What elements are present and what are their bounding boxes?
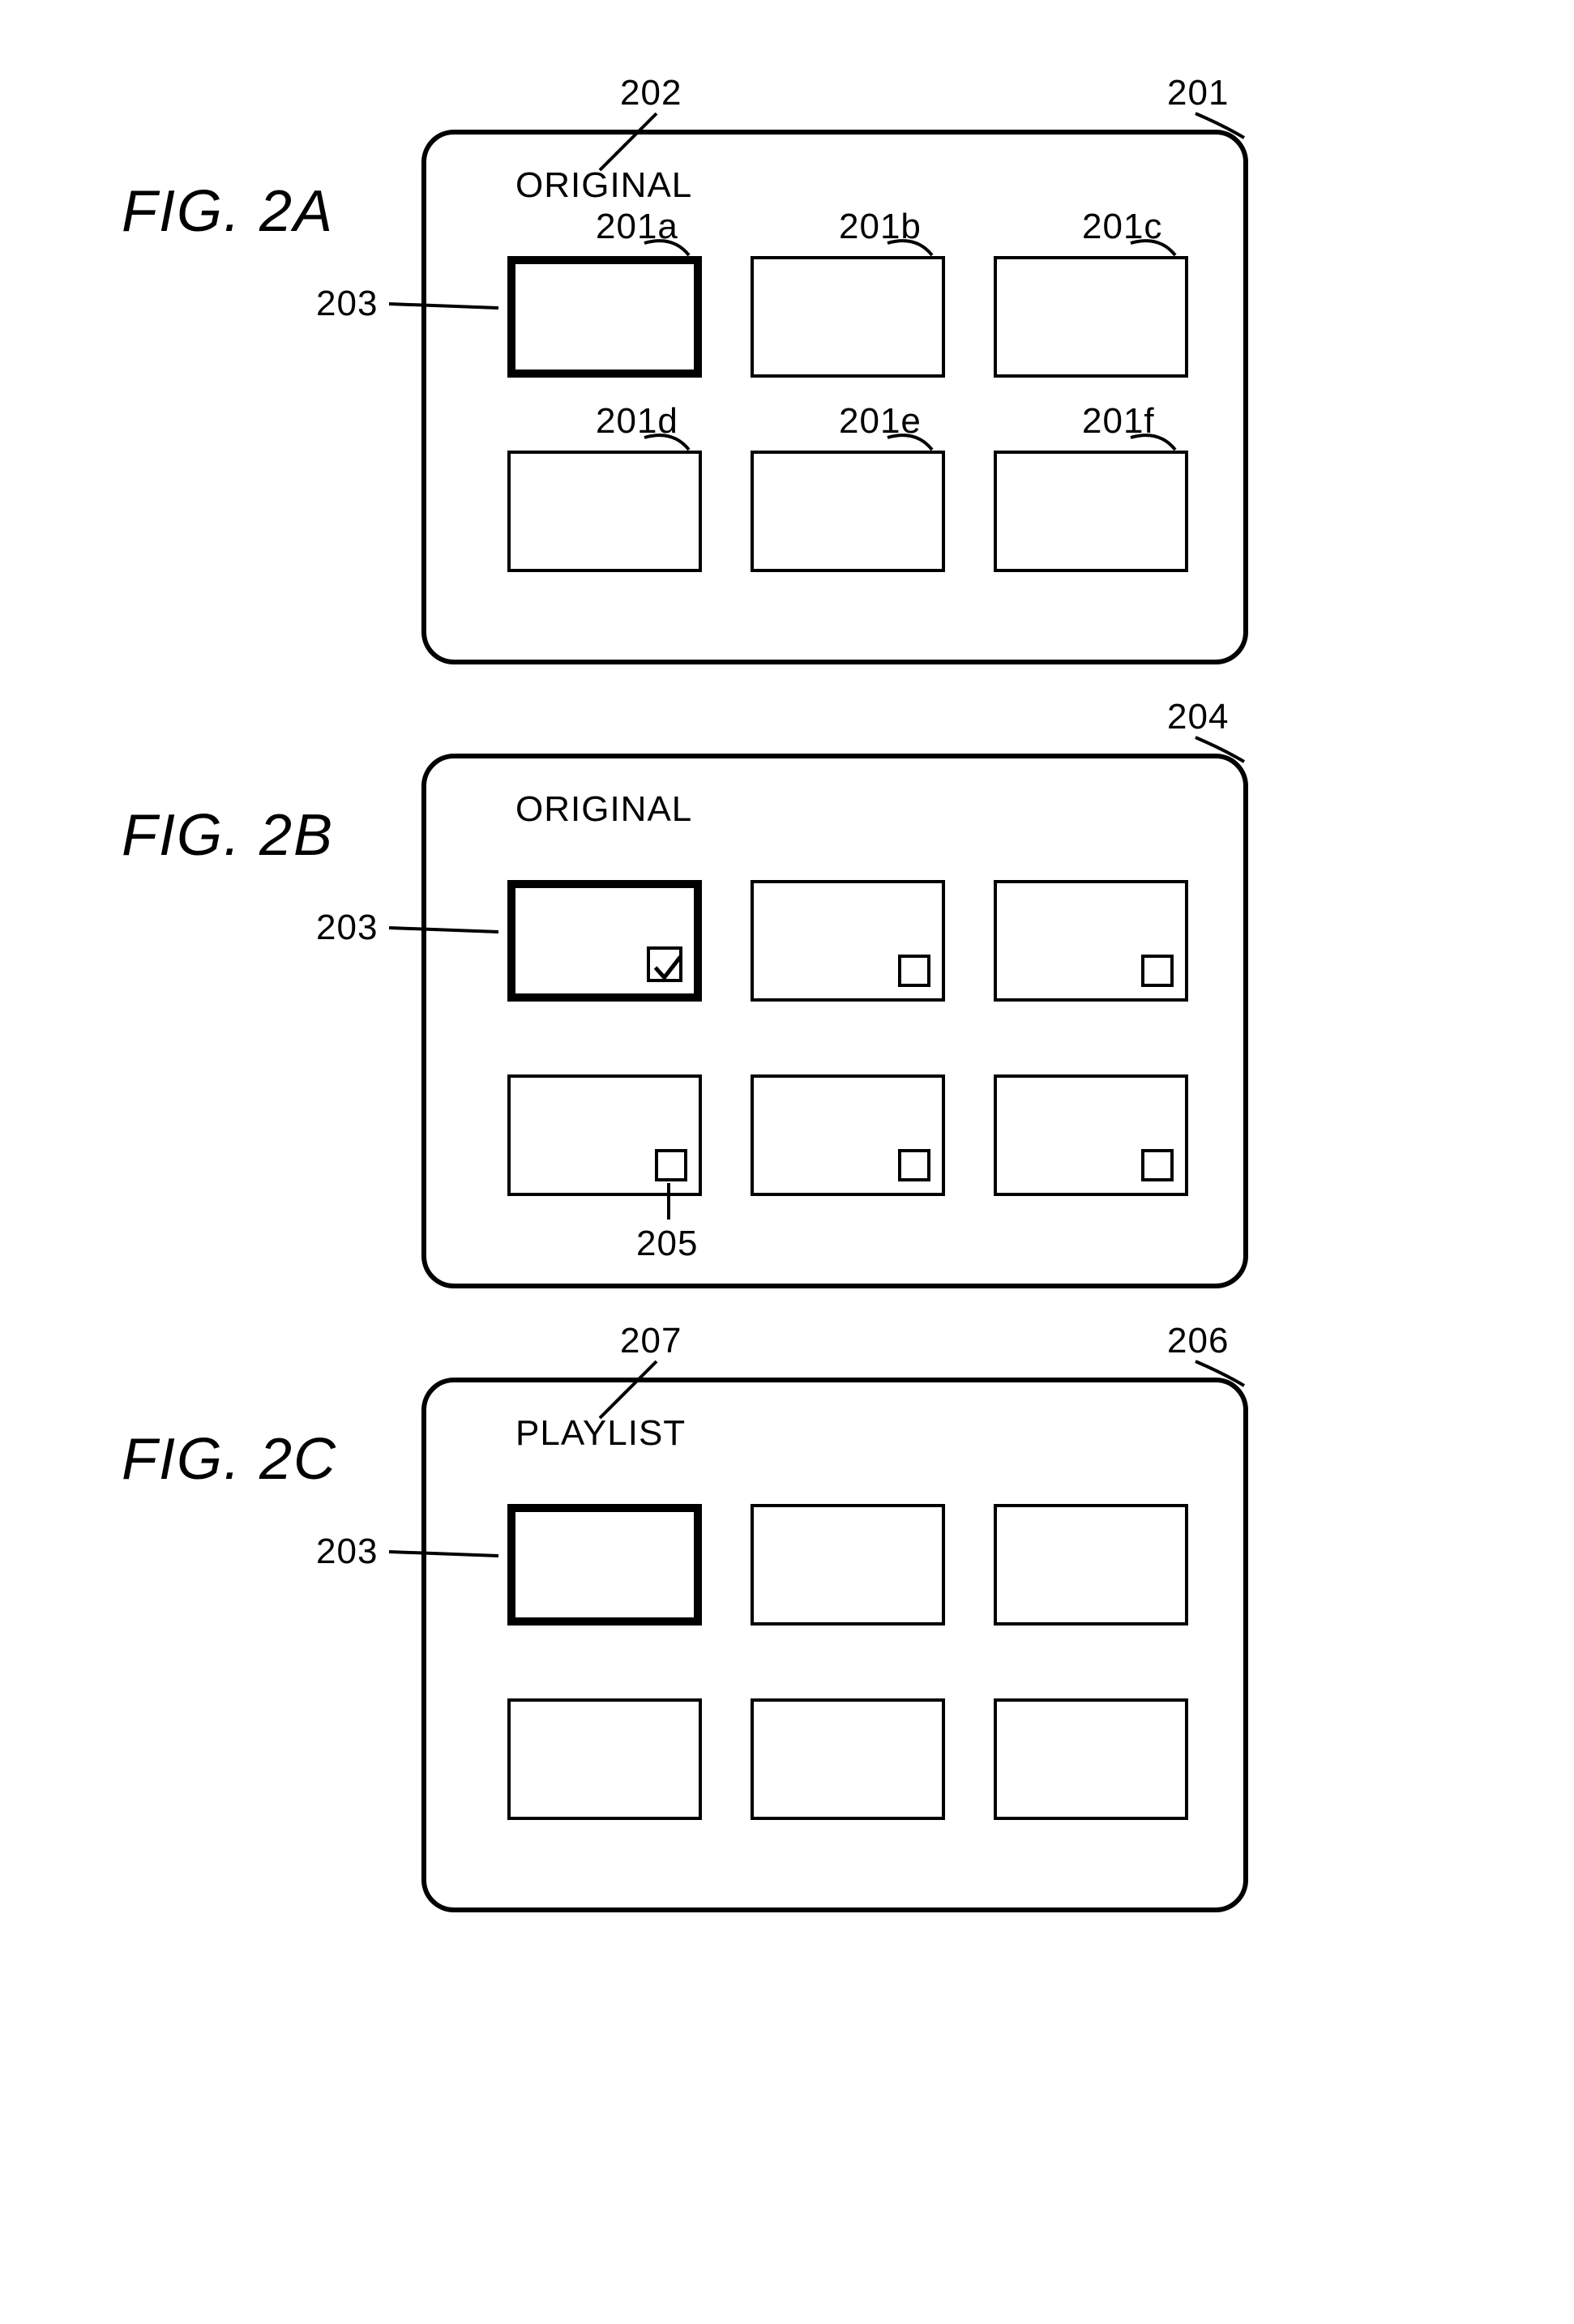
figure-2a-panel-wrap: ORIGINAL 202201201a201b201c201d201e201f2… [421,130,1313,664]
figure-2c-row: FIG. 2C PLAYLIST 207206203 [0,1378,1574,1912]
figure-2b-panel: ORIGINAL [421,754,1248,1288]
thumbnail-b4[interactable] [507,1074,702,1196]
fig2a-callout-201b: 201b [839,207,922,247]
thumbnail-201c[interactable] [994,256,1188,378]
figure-2c-panel-wrap: PLAYLIST 207206203 [421,1378,1313,1912]
fig2a-callout-201f: 201f [1082,401,1155,442]
fig2a-callout-201d: 201d [596,401,678,442]
figure-2a-row: FIG. 2A ORIGINAL 202201201a201b201c201d2… [0,130,1574,664]
thumbnail-c2[interactable] [751,1504,945,1626]
figure-2a-panel-title: ORIGINAL [515,165,692,206]
thumbnail-201a[interactable] [507,256,702,378]
thumbnail-c4[interactable] [507,1698,702,1820]
fig2c-callout-207: 207 [620,1321,682,1361]
thumbnail-b2[interactable] [751,880,945,1002]
thumbnail-b4-checkbox[interactable] [655,1149,687,1181]
figure-2c-panel-title: PLAYLIST [515,1413,686,1454]
fig2a-callout-201c: 201c [1082,207,1162,247]
thumbnail-b5[interactable] [751,1074,945,1196]
fig2b-callout-203: 203 [316,908,378,948]
figure-2b-row: FIG. 2B ORIGINAL 204203205 [0,754,1574,1288]
figure-2c-label: FIG. 2C [0,1378,421,1493]
thumbnail-201f[interactable] [994,451,1188,572]
fig2b-callout-205: 205 [636,1224,698,1264]
fig2b-callout-204: 204 [1167,697,1229,737]
fig2a-callout-203: 203 [316,284,378,324]
thumbnail-c3[interactable] [994,1504,1188,1626]
thumbnail-b2-checkbox[interactable] [898,955,930,987]
page: FIG. 2A ORIGINAL 202 201 201a 201b 201c 201d 2… [0,0,1574,2099]
thumbnail-c5[interactable] [751,1698,945,1820]
checkmark-icon [650,950,686,985]
fig2a-callout-201e: 201e [839,401,922,442]
thumbnail-201d[interactable] [507,451,702,572]
fig2a-callout-202: 202 [620,73,682,113]
fig2c-callout-206: 206 [1167,1321,1229,1361]
thumbnail-201b[interactable] [751,256,945,378]
thumbnail-c6[interactable] [994,1698,1188,1820]
thumbnail-b1-checkbox[interactable] [647,946,682,982]
figure-2b-panel-title: ORIGINAL [515,789,692,830]
figure-2b-label: FIG. 2B [0,754,421,869]
thumbnail-b3-checkbox[interactable] [1141,955,1174,987]
thumbnail-b6[interactable] [994,1074,1188,1196]
thumbnail-b3[interactable] [994,880,1188,1002]
fig2c-callout-203: 203 [316,1532,378,1572]
fig2a-callout-201: 201 [1167,73,1229,113]
thumbnail-b1[interactable] [507,880,702,1002]
figure-2b-panel-wrap: ORIGINAL 204203205 [421,754,1313,1288]
thumbnail-c1[interactable] [507,1504,702,1626]
thumbnail-201e[interactable] [751,451,945,572]
figure-2a-label: FIG. 2A [0,130,421,245]
figure-2c-panel: PLAYLIST [421,1378,1248,1912]
thumbnail-b5-checkbox[interactable] [898,1149,930,1181]
thumbnail-b6-checkbox[interactable] [1141,1149,1174,1181]
fig2a-callout-201a: 201a [596,207,678,247]
